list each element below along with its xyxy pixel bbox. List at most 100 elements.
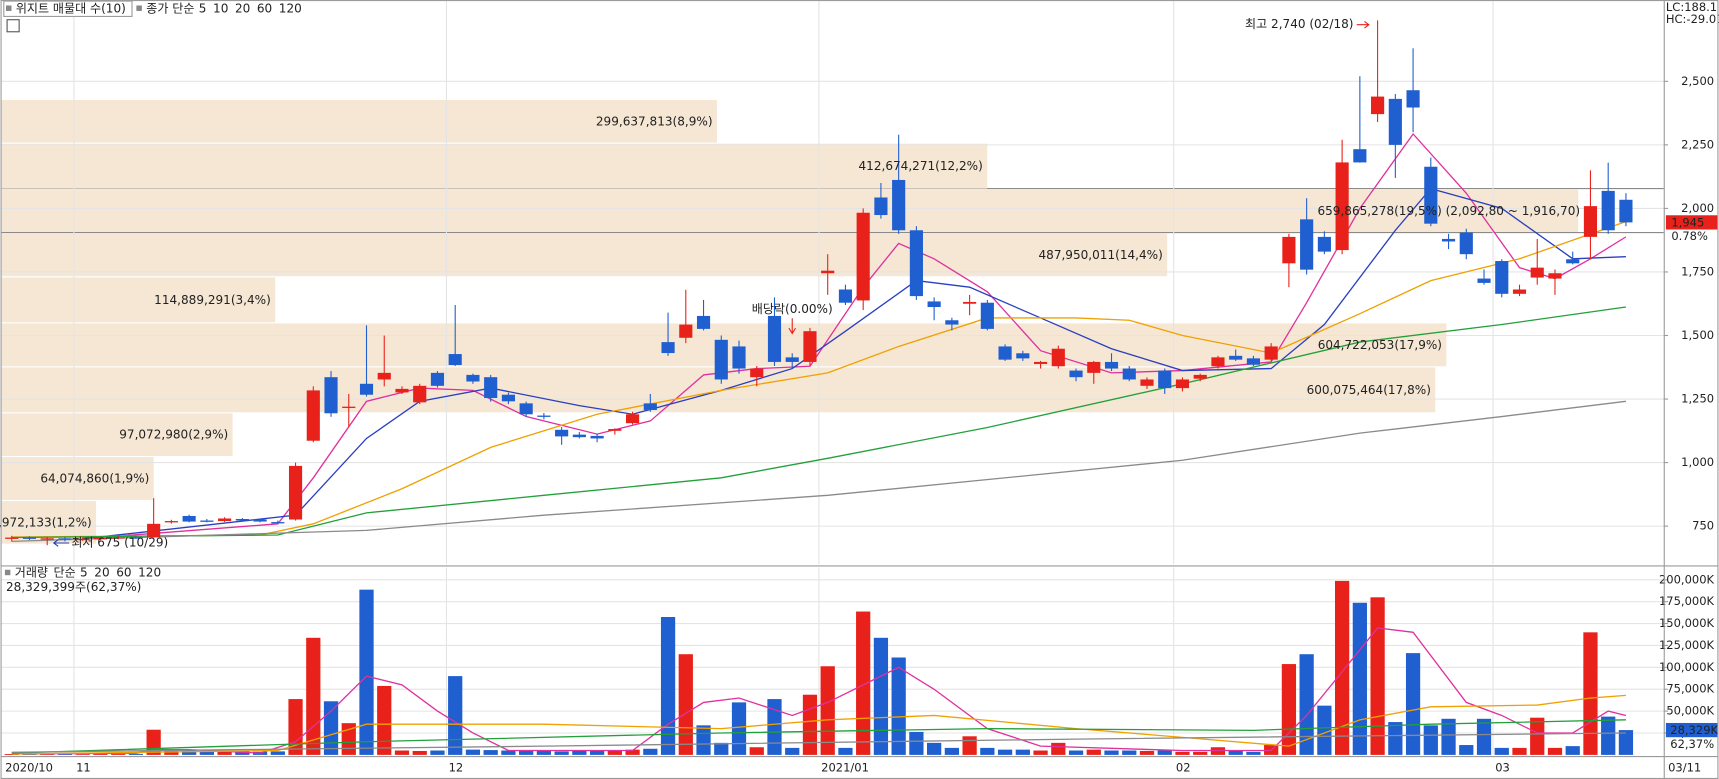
- candle-body: [1548, 273, 1562, 279]
- candle-body: [1335, 162, 1349, 251]
- volume-bar: [660, 617, 676, 755]
- volume-bar: [288, 699, 303, 755]
- candle-body: [1051, 348, 1065, 367]
- volume-bar: [430, 750, 445, 755]
- candle-body: [1122, 368, 1136, 380]
- x-tick-label: 03/11: [1668, 761, 1701, 775]
- volume-bar: [1104, 750, 1119, 755]
- y-tick-label: 50,000K: [1666, 704, 1714, 718]
- high-arrow: [1356, 20, 1370, 29]
- candle-body: [1317, 236, 1331, 252]
- candle-body: [1477, 278, 1491, 283]
- candle-body: [1601, 190, 1615, 231]
- volume-bar: [962, 736, 977, 755]
- low-arrow: [52, 539, 70, 547]
- y-tick-label: 175,000K: [1659, 594, 1715, 608]
- last-volume-tag: [1665, 722, 1718, 738]
- volume-bar: [1228, 750, 1243, 755]
- moving-average-line: [11, 719, 1626, 754]
- candle-body: [1282, 236, 1296, 264]
- moving-average-line: [11, 400, 1626, 543]
- candle-body: [537, 415, 551, 417]
- candle-body: [484, 377, 498, 399]
- volume-bar: [838, 747, 853, 755]
- volume-bar: [767, 699, 782, 755]
- candle-body: [696, 315, 711, 329]
- volume-bar: [554, 751, 569, 755]
- volume-bar: [1441, 718, 1456, 755]
- candle-body: [732, 346, 746, 369]
- x-tick-label: 02: [1176, 761, 1191, 775]
- volume-profile-label: 39,972,133(1,2%): [0, 515, 92, 529]
- candle-body: [1229, 355, 1243, 360]
- volume-bar: [75, 754, 90, 755]
- candle-body: [182, 515, 196, 522]
- candle-body: [395, 388, 409, 393]
- candle-body: [1459, 232, 1473, 255]
- y-tick-label: 100,000K: [1659, 660, 1715, 674]
- candle-body: [1583, 206, 1598, 237]
- volume-bar: [394, 750, 410, 755]
- volume-bar: [927, 742, 942, 755]
- volume-bar: [1547, 747, 1563, 755]
- volume-bar: [1051, 742, 1066, 755]
- volume-bar: [1122, 750, 1137, 755]
- candle-body: [413, 385, 427, 403]
- y-tick-label: 2,500: [1681, 74, 1714, 88]
- candle-body: [1158, 370, 1172, 389]
- candle-body: [40, 538, 54, 540]
- last-volume-pct: 62,37%: [1670, 737, 1714, 751]
- volume-bar: [1618, 730, 1634, 755]
- volume-bar: [785, 747, 800, 755]
- candle-body: [1175, 379, 1190, 389]
- y-tick-label: 750: [1692, 519, 1714, 533]
- candle-body: [1619, 199, 1633, 223]
- volume-bar: [164, 750, 179, 755]
- volume-bar: [1157, 750, 1172, 755]
- candle-body: [838, 289, 853, 303]
- lc-label: LC:188.1: [1666, 0, 1717, 14]
- y-tick-label: 1,500: [1681, 328, 1714, 342]
- volume-bar: [1530, 717, 1545, 755]
- candle-body: [626, 414, 640, 424]
- y-tick-label: 1,250: [1681, 392, 1714, 406]
- volume-bar: [501, 750, 516, 755]
- candle-body: [1246, 358, 1261, 365]
- volume-bar: [625, 749, 640, 755]
- candle-body: [821, 270, 835, 274]
- volume-bar: [1086, 749, 1101, 755]
- candle-body: [1069, 370, 1083, 378]
- candle-body: [1140, 379, 1154, 386]
- candle-body: [590, 435, 604, 439]
- candle-body: [1104, 361, 1119, 369]
- candle-body: [342, 406, 356, 408]
- legend-entry: 120: [279, 1, 302, 15]
- volume-bar: [714, 742, 729, 755]
- candle-body: [1530, 267, 1544, 278]
- y-tick-label: 150,000K: [1659, 616, 1715, 630]
- candle-body: [218, 518, 232, 522]
- candle-body: [147, 523, 161, 538]
- volume-bar: [465, 749, 481, 755]
- volume-bar: [1583, 632, 1598, 755]
- volume-profile-bar: [0, 413, 233, 456]
- volume-bar: [270, 751, 285, 755]
- legend-entry: 10: [213, 1, 228, 15]
- candle-body: [572, 434, 586, 438]
- candle-body: [5, 537, 19, 539]
- legend-entry: 60: [116, 566, 131, 580]
- moving-average-line: [11, 732, 1626, 753]
- y-tick-label: 1,750: [1681, 264, 1714, 278]
- candle-body: [1016, 353, 1030, 359]
- volume-bar: [1193, 751, 1208, 755]
- volume-bar: [1317, 705, 1332, 755]
- volume-bar: [1370, 597, 1385, 755]
- candle-body: [1566, 259, 1580, 264]
- volume-bar: [909, 731, 924, 755]
- volume-bar: [696, 725, 711, 755]
- candle-body: [998, 346, 1012, 360]
- candle-body: [253, 519, 267, 522]
- legend-entry: 120: [138, 566, 161, 580]
- candle-body: [111, 537, 125, 539]
